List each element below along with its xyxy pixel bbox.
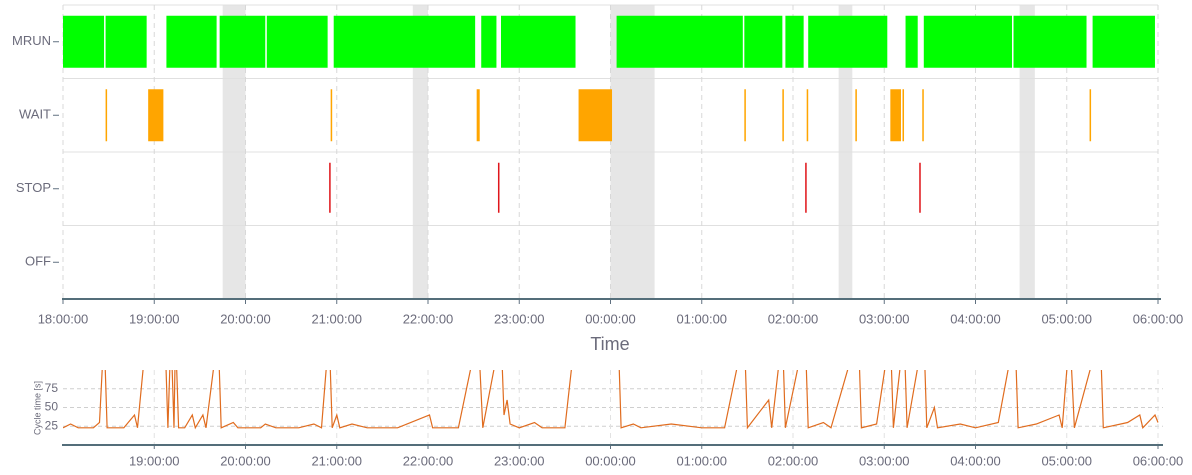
- state-segment: [63, 15, 105, 68]
- state-segment: [219, 15, 266, 68]
- state-segment: [166, 15, 217, 68]
- x-tick-label: 23:00:00: [494, 453, 545, 468]
- cycle-time-line: [63, 370, 1159, 430]
- x-tick-label: 05:00:00: [1041, 311, 1092, 326]
- x-tick-label: 00:00:00: [585, 311, 636, 326]
- state-segment: [616, 15, 743, 68]
- state-segment: [1013, 15, 1087, 68]
- state-segment: [330, 89, 333, 142]
- x-tick-label: 20:00:00: [220, 453, 271, 468]
- state-segment: [806, 89, 809, 142]
- x-tick-label: 06:00:00: [1133, 311, 1184, 326]
- state-segment: [266, 15, 328, 68]
- state-segment: [902, 89, 905, 142]
- x-tick-label: 18:00:00: [38, 311, 89, 326]
- x-tick-label: 05:00:00: [1041, 453, 1092, 468]
- state-segment: [333, 15, 476, 68]
- state-segment: [919, 162, 921, 213]
- state-segment: [105, 89, 108, 142]
- state-segment: [855, 89, 857, 142]
- state-segment: [148, 89, 164, 142]
- y-axis-title: Cycle time [s]: [32, 381, 42, 435]
- x-tick-label: 19:00:00: [129, 453, 180, 468]
- state-segment: [785, 15, 804, 68]
- x-tick-label: 21:00:00: [311, 453, 362, 468]
- x-tick-label: 02:00:00: [768, 453, 819, 468]
- state-segment: [922, 89, 924, 142]
- state-segment: [501, 15, 576, 68]
- y-tick-label: MRUN: [12, 33, 51, 48]
- x-tick-label: 03:00:00: [859, 311, 910, 326]
- x-tick-label: 02:00:00: [768, 311, 819, 326]
- x-tick-label: 22:00:00: [403, 453, 454, 468]
- state-segment: [744, 89, 746, 142]
- state-segment: [105, 15, 147, 68]
- x-tick-label: 04:00:00: [950, 453, 1001, 468]
- x-tick-label: 00:00:00: [585, 453, 636, 468]
- state-segment: [481, 15, 497, 68]
- x-tick-label: 01:00:00: [676, 453, 727, 468]
- x-tick-label: 03:00:00: [859, 453, 910, 468]
- state-segment: [905, 15, 918, 68]
- x-tick-label: 23:00:00: [494, 311, 545, 326]
- state-segment: [805, 162, 807, 213]
- state-segment: [476, 89, 480, 142]
- x-tick-label: 06:00:00: [1133, 453, 1184, 468]
- state-segment: [744, 15, 783, 68]
- y-tick-label: WAIT: [19, 107, 51, 122]
- state-segment: [808, 15, 888, 68]
- x-tick-label: 04:00:00: [950, 311, 1001, 326]
- state-segment: [1092, 15, 1155, 68]
- state-segment: [782, 89, 784, 142]
- state-segment: [1089, 89, 1092, 142]
- state-segment: [923, 15, 1012, 68]
- state-segment: [497, 162, 500, 213]
- state-segment: [890, 89, 901, 142]
- x-tick-label: 21:00:00: [311, 311, 362, 326]
- y-tick-label: 50: [45, 400, 59, 414]
- state-segment: [578, 89, 613, 142]
- x-tick-label: 19:00:00: [129, 311, 180, 326]
- y-tick-label: 25: [45, 418, 59, 432]
- x-tick-label: 22:00:00: [403, 311, 454, 326]
- y-tick-label: 75: [45, 381, 59, 395]
- x-axis-title: Time: [590, 334, 629, 354]
- x-tick-label: 01:00:00: [676, 311, 727, 326]
- x-tick-label: 20:00:00: [220, 311, 271, 326]
- y-tick-label: OFF: [25, 254, 51, 269]
- y-tick-label: STOP: [16, 180, 51, 195]
- state-segment: [329, 162, 331, 213]
